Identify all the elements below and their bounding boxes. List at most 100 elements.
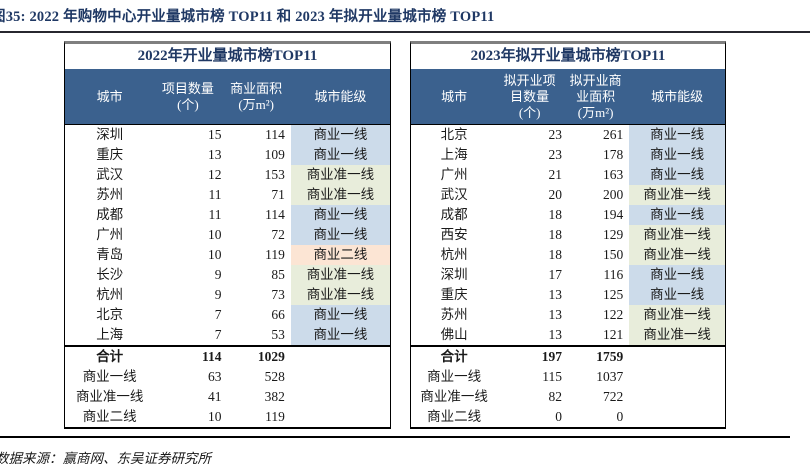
area-cell: 200 xyxy=(602,187,624,202)
city-tier-cell: 商业一线 xyxy=(290,205,390,225)
column-header-project-count: 项目数量 (个) xyxy=(161,80,214,112)
project-count-cell: 13 xyxy=(548,327,562,342)
project-count-cell: 13 xyxy=(548,307,562,322)
project-count-cell: 115 xyxy=(542,369,562,384)
area-cell: 73 xyxy=(271,287,285,302)
table-row: 商业二线 10 119 xyxy=(65,407,390,427)
city-cell: 深圳 xyxy=(440,267,468,282)
city-cell: 广州 xyxy=(440,167,468,182)
table-row: 深圳 17 116 商业一线 xyxy=(411,265,725,285)
area-cell: 528 xyxy=(264,369,285,384)
table-row: 商业一线 63 528 xyxy=(65,367,390,387)
area-cell: 119 xyxy=(265,409,285,424)
table-body-2022: 深圳 15 114 商业一线 重庆 13 109 商业一线 武汉 12 153 商业准一线 苏州 11 71… xyxy=(65,125,390,427)
project-count-cell: 15 xyxy=(208,127,222,142)
city-tier-cell: 商业一线 xyxy=(290,325,390,345)
table-row: 青岛 10 119 商业二线 xyxy=(65,245,390,265)
area-cell: 1037 xyxy=(596,369,624,384)
city-cell: 上海 xyxy=(96,327,124,342)
city-tier-cell xyxy=(291,347,390,367)
city-cell: 商业一线 xyxy=(82,369,137,384)
project-count-cell: 18 xyxy=(548,207,562,222)
table-row: 商业一线 115 1037 xyxy=(411,367,725,387)
area-cell: 194 xyxy=(602,207,624,222)
city-cell: 青岛 xyxy=(96,247,124,262)
project-count-cell: 12 xyxy=(208,167,222,182)
project-count-cell: 11 xyxy=(208,187,222,202)
project-count-cell: 7 xyxy=(214,307,222,322)
city-tier-cell: 商业一线 xyxy=(290,145,390,165)
area-cell: 72 xyxy=(271,227,285,242)
city-cell: 合计 xyxy=(96,349,124,364)
area-cell: 121 xyxy=(602,327,624,342)
project-count-cell: 11 xyxy=(208,207,222,222)
city-tier-cell xyxy=(629,347,725,367)
city-tier-cell: 商业一线 xyxy=(290,125,390,145)
city-cell: 商业一线 xyxy=(427,369,482,384)
table-row: 重庆 13 125 商业一线 xyxy=(411,285,725,305)
area-cell: 153 xyxy=(264,167,285,182)
city-tier-cell: 商业准一线 xyxy=(629,185,725,205)
area-cell: 1029 xyxy=(257,349,285,364)
table-row: 商业二线 0 0 xyxy=(411,407,725,427)
project-count-cell: 41 xyxy=(208,389,222,404)
column-header-city-tier: 城市能级 xyxy=(314,88,367,104)
city-cell: 成都 xyxy=(96,207,124,222)
city-cell: 西安 xyxy=(440,227,468,242)
city-cell: 武汉 xyxy=(440,187,468,202)
city-cell: 苏州 xyxy=(96,187,124,202)
project-count-cell: 9 xyxy=(214,287,222,302)
project-count-cell: 63 xyxy=(208,369,222,384)
project-count-cell: 197 xyxy=(541,349,562,364)
city-tier-cell: 商业二线 xyxy=(290,245,390,265)
area-cell: 114 xyxy=(265,127,285,142)
city-cell: 合计 xyxy=(440,349,468,364)
project-count-cell: 18 xyxy=(548,227,562,242)
table-row: 成都 11 114 商业一线 xyxy=(65,205,390,225)
table-row: 佛山 13 121 商业准一线 xyxy=(411,325,725,345)
city-cell: 成都 xyxy=(440,207,468,222)
city-cell: 重庆 xyxy=(96,147,124,162)
footer-divider-line xyxy=(0,436,790,438)
city-tier-cell: 商业一线 xyxy=(629,165,725,185)
table-row: 北京 7 66 商业一线 xyxy=(65,305,390,325)
project-count-cell: 21 xyxy=(548,167,562,182)
table-title-2022: 2022年开业量城市榜TOP11 xyxy=(137,48,318,64)
table-row: 商业准一线 41 382 xyxy=(65,387,390,407)
table-row: 广州 10 72 商业一线 xyxy=(65,225,390,245)
project-count-cell: 0 xyxy=(555,409,562,424)
project-count-cell: 114 xyxy=(201,349,222,364)
area-cell: 163 xyxy=(602,167,624,182)
table-row: 长沙 9 85 商业准一线 xyxy=(65,265,390,285)
area-cell: 116 xyxy=(603,267,624,282)
tables-container: 2022年开业量城市榜TOP11 城市 项目数量 (个) 商业面积 (万m²) … xyxy=(64,41,810,429)
title-divider-line xyxy=(0,31,810,33)
table-row: 武汉 12 153 商业准一线 xyxy=(65,165,390,185)
column-header-city: 城市 xyxy=(96,88,123,104)
project-count-cell: 20 xyxy=(548,187,562,202)
project-count-cell: 10 xyxy=(208,247,222,262)
table-header-2022: 城市 项目数量 (个) 商业面积 (万m²) 城市能级 xyxy=(65,69,390,125)
table-row: 广州 21 163 商业一线 xyxy=(411,165,725,185)
city-cell: 深圳 xyxy=(96,127,124,142)
city-tier-cell: 商业准一线 xyxy=(290,265,390,285)
city-tier-cell: 商业一线 xyxy=(290,225,390,245)
column-header-planned-project-count: 拟开业项 目数量 (个) xyxy=(503,72,556,120)
column-header-planned-area: 拟开业商 业面积 (万m²) xyxy=(569,72,622,120)
planned-opening-table-2023: 2023年拟开业量城市榜TOP11 城市 拟开业项 目数量 (个) 拟开业商 业… xyxy=(410,41,726,429)
city-cell: 商业二线 xyxy=(82,409,137,424)
city-cell: 苏州 xyxy=(440,307,468,322)
city-tier-cell xyxy=(291,407,390,427)
area-cell: 261 xyxy=(602,127,624,142)
area-cell: 53 xyxy=(271,327,285,342)
city-tier-cell: 商业准一线 xyxy=(629,305,725,325)
city-cell: 北京 xyxy=(96,307,124,322)
table-row: 西安 18 129 商业准一线 xyxy=(411,225,725,245)
city-cell: 长沙 xyxy=(96,267,124,282)
city-tier-cell: 商业一线 xyxy=(629,265,725,285)
project-count-cell: 82 xyxy=(548,389,562,404)
city-tier-cell: 商业准一线 xyxy=(290,165,390,185)
area-cell: 66 xyxy=(271,307,285,322)
city-cell: 重庆 xyxy=(440,287,468,302)
project-count-cell: 7 xyxy=(214,327,222,342)
